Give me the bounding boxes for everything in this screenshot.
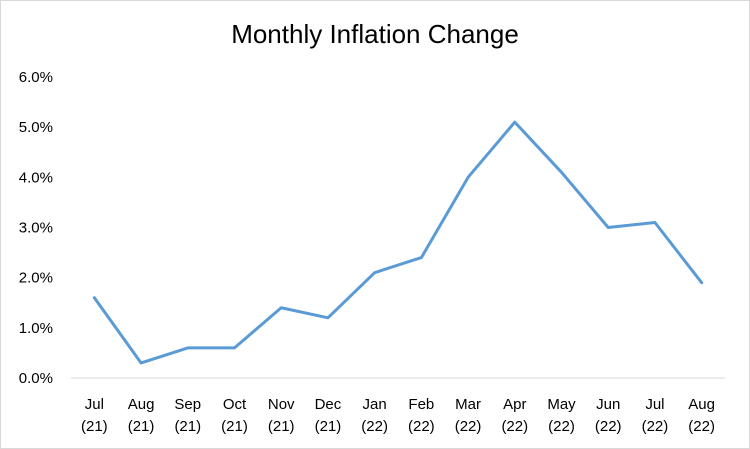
x-tick-label: Oct (21)	[221, 396, 248, 435]
x-tick-label: Apr (22)	[501, 396, 528, 435]
y-tick-label: 2.0%	[19, 270, 53, 287]
y-tick-label: 0.0%	[19, 370, 53, 387]
x-tick-label: Sep (21)	[174, 396, 201, 435]
x-tick-label: Aug (22)	[688, 396, 715, 435]
y-tick-label: 5.0%	[19, 119, 53, 136]
chart-title: Monthly Inflation Change	[231, 19, 519, 49]
x-axis-labels: Jul (21) Aug (21) Sep (21) Oct (21) Nov (21) Dec (2…	[81, 396, 715, 435]
y-tick-label: 6.0%	[19, 69, 53, 86]
series-line	[92, 120, 704, 365]
x-tick-label: Nov (21)	[268, 396, 295, 435]
y-tick-label: 4.0%	[19, 169, 53, 186]
y-tick-label: 1.0%	[19, 320, 53, 337]
x-tick-label: Aug (21)	[128, 396, 155, 435]
x-tick-label: Feb (22)	[408, 396, 435, 435]
y-axis-labels: 0.0% 1.0% 2.0% 3.0% 4.0% 5.0% 6.0%	[19, 69, 53, 387]
y-tick-label: 3.0%	[19, 220, 53, 237]
x-tick-label: Dec (21)	[315, 396, 342, 435]
x-tick-label: Mar (22)	[455, 396, 482, 435]
x-tick-label: Jul (21)	[81, 396, 108, 435]
x-tick-label: Jun (22)	[595, 396, 622, 435]
x-tick-label: Jul (22)	[642, 396, 669, 435]
x-tick-label: Jan (22)	[361, 396, 388, 435]
x-tick-label: May (22)	[547, 396, 576, 435]
